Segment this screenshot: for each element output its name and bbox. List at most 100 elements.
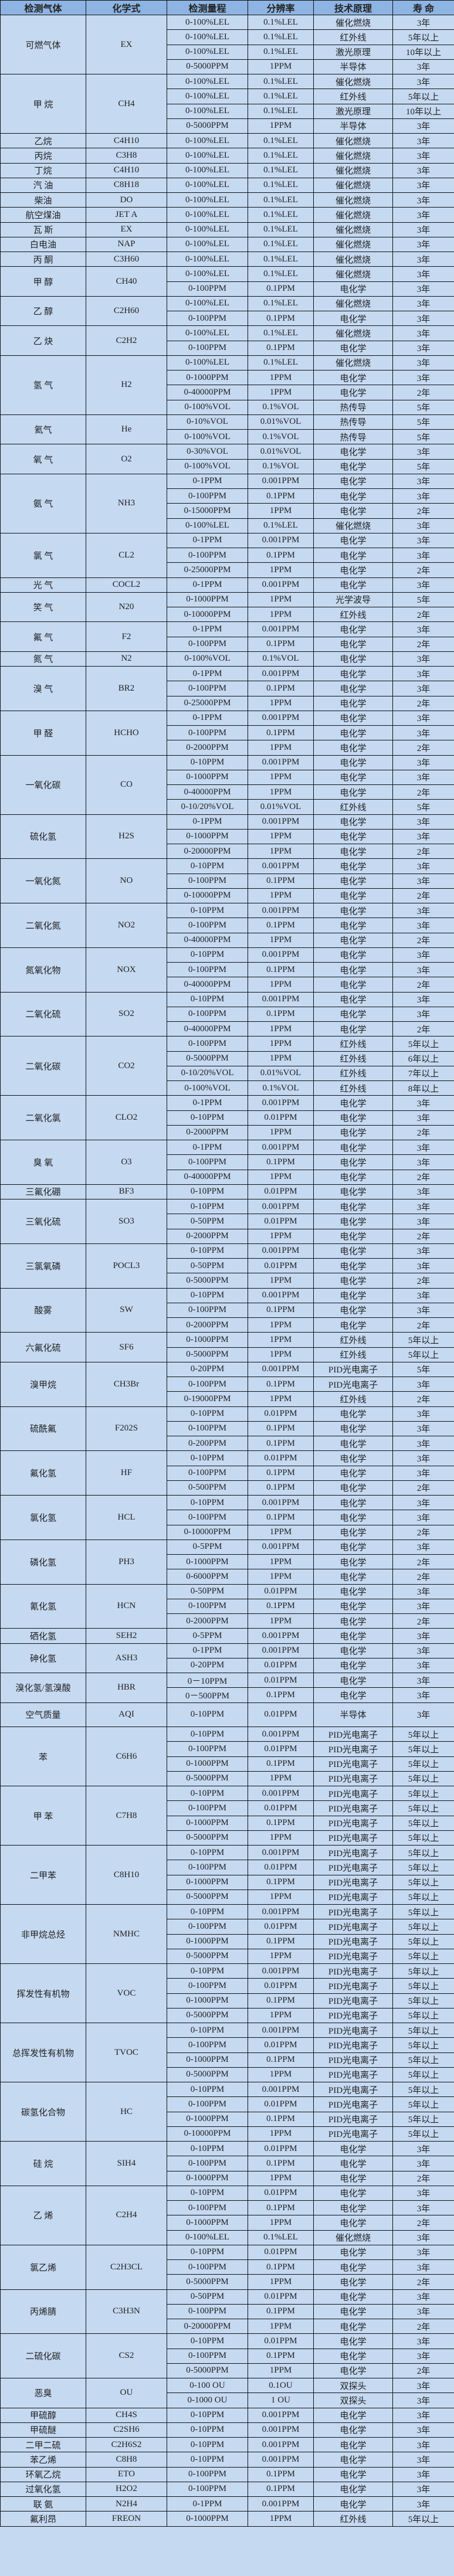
lifetime-cell: 3年 (392, 2436, 454, 2453)
lifetime-cell: 3年 (392, 2259, 454, 2275)
table-row: 0-40000PPM 1PPM 电化学 2年 (1, 977, 454, 993)
lifetime-cell: 5年以上 (392, 1860, 454, 1875)
resolution-cell: 0.1PPM (248, 1480, 314, 1496)
range-cell: 0-100PPM (167, 1860, 248, 1875)
gas-name-cell: 空气质量 (0, 1702, 86, 1727)
resolution-cell: 0.1PPM (248, 1376, 314, 1392)
range-cell: 0-10PPM (167, 902, 248, 919)
table-row: 酸雾 SW 0-10PPM 0.001PPM 电化学 3年 (0, 1287, 454, 1333)
formula-cell: ETO (86, 2466, 167, 2482)
lifetime-cell: 5年以上 (392, 1347, 454, 1362)
gas-name-cell: 苯乙烯 (0, 2452, 86, 2468)
table-row: 非甲烷总烃 NMHC 0-10PPM 0.001PPM PID光电离子 5年以上 (0, 1904, 454, 1964)
technology-cell: 电化学 (313, 2481, 393, 2497)
range-cell: 0-6000PPM (167, 1569, 248, 1585)
range-cell: 0-5000PPM (167, 1830, 248, 1846)
formula-cell: C2H60 (86, 295, 167, 327)
table-row: 溴甲烷 CH3Br 0-20PPM 0.001PPM PID光电离子 5年 (0, 1361, 454, 1407)
table-row: 0-100%VOL 0.1%VOL 热传导 5年 (1, 429, 454, 445)
range-cell: 0-100PPM (167, 873, 248, 889)
table-row: 0-100PPM 0.1PPM 电化学 3年 (1, 725, 454, 741)
resolution-cell: 0.1PPM (248, 961, 314, 978)
technology-cell: 电化学 (313, 1435, 393, 1452)
gas-name-cell: 二氧化碳 (0, 1036, 86, 1096)
table-row: 甲 苯 C7H8 0-10PPM 0.001PPM PID光电离子 5年以上 (0, 1785, 454, 1846)
lifetime-cell: 5年以上 (392, 2007, 454, 2024)
lifetime-cell: 2年 (392, 1569, 454, 1585)
technology-cell: PID光电离子 (313, 1770, 393, 1787)
gas-name-cell: 氟利昂 (0, 2511, 86, 2527)
range-cell: 0-2000PPM (167, 1317, 248, 1333)
range-cell: 0-10/20%VOL (167, 799, 248, 815)
lifetime-cell: 2年 (392, 695, 454, 711)
technology-cell: 电化学 (313, 1613, 393, 1629)
lifetime-cell: 3年 (392, 858, 454, 874)
resolution-cell: 0.001PPM (248, 814, 314, 830)
technology-cell: 电化学 (313, 1494, 393, 1511)
technology-cell: 电化学 (313, 1569, 393, 1585)
range-cell: 0-1PPM (167, 710, 248, 726)
formula-cell: CLO2 (86, 1095, 167, 1140)
table-row: 丙烷 C3H8 0-100%LEL 0.1%LEL 催化燃烧 3年 (0, 148, 454, 164)
lifetime-cell: 5年以上 (392, 2052, 454, 2068)
table-row: 0-100%LEL 0.1%LEL 催化燃烧 3年 (1, 2230, 454, 2245)
range-cell: 0-10PPM (167, 2333, 248, 2349)
range-cell: 0-40000PPM (167, 784, 248, 800)
technology-cell: 电化学 (313, 2348, 393, 2364)
technology-cell: PID光电离子 (313, 1726, 393, 1742)
gas-name-cell: 氦气 (0, 414, 86, 445)
range-cell: 0-1PPM (167, 814, 248, 830)
lifetime-cell: 3年 (392, 281, 454, 297)
resolution-cell: 0.1PPM (248, 917, 314, 933)
technology-cell: 电化学 (313, 1198, 393, 1215)
formula-cell: CO (86, 755, 167, 815)
range-cell: 0-1000PPM (167, 1815, 248, 1831)
formula-cell: HCN (86, 1583, 167, 1629)
technology-cell: 电化学 (313, 281, 393, 297)
range-cell: 0-10PPM (167, 1406, 248, 1422)
table-row: 甲 烷 CH4 0-100%LEL 0.1%LEL 催化燃烧 3年 (0, 73, 454, 134)
lifetime-cell: 3年 (392, 1450, 454, 1466)
resolution-cell: 0.001PPM (248, 2022, 314, 2038)
technology-cell: 电化学 (313, 2407, 393, 2423)
formula-cell: C8H8 (86, 2452, 167, 2468)
table-row: 0-2000PPM 1PPM 电化学 2年 (1, 740, 454, 756)
formula-cell: HBR (86, 1673, 167, 1703)
range-cell: 0-1PPM (167, 665, 248, 682)
formula-cell: C4H10 (86, 162, 167, 178)
table-row: 0-1000PPM 0.1PPM PID光电离子 5年以上 (1, 2111, 454, 2127)
technology-cell: 催化燃烧 (313, 236, 393, 253)
technology-cell: 催化燃烧 (313, 73, 393, 90)
lifetime-cell: 5年以上 (392, 2511, 454, 2527)
technology-cell: 电化学 (313, 695, 393, 711)
formula-cell: C2H6S2 (86, 2436, 167, 2453)
lifetime-cell: 3年 (392, 2333, 454, 2349)
gas-name-cell: 乙 醇 (0, 295, 86, 327)
range-cell: 0-5000PPM (167, 1948, 248, 1965)
technology-cell: 红外线 (313, 799, 393, 815)
lifetime-cell: 3年 (392, 2422, 454, 2438)
range-cell: 0-500PPM (167, 1480, 248, 1496)
technology-cell: 电化学 (313, 1214, 393, 1229)
resolution-cell: 0.1%LEL (248, 325, 314, 341)
resolution-cell: 0.1PPM (248, 281, 314, 297)
lifetime-cell: 5年以上 (392, 1889, 454, 1905)
table-row: 0-5000PPM 1PPM 红外线 6年以上 (1, 1051, 454, 1066)
lifetime-cell: 5年以上 (392, 1741, 454, 1757)
resolution-cell: 1PPM (248, 2126, 314, 2142)
resolution-cell: 0.1PPM (248, 547, 314, 563)
range-cell: 0-10PPM (167, 2022, 248, 2038)
range-cell: 0-100%LEL (167, 14, 248, 30)
table-row: 0-100PPM 0.1PPM 电化学 2年 (1, 636, 454, 652)
gas-name-cell: 氧 气 (0, 444, 86, 474)
table-row: 0-25000PPM 1PPM 电化学 2年 (1, 562, 454, 578)
gas-name-cell: 二氧化硫 (0, 991, 86, 1037)
table-row: 氯 气 CL2 0-1PPM 0.001PPM 电化学 3年 (0, 532, 454, 578)
lifetime-cell: 5年以上 (392, 1948, 454, 1965)
table-row: 二氧化氯 CLO2 0-1PPM 0.001PPM 电化学 3年 (0, 1095, 454, 1140)
gas-name-cell: 氯乙烯 (0, 2244, 86, 2290)
lifetime-cell: 8年以上 (392, 1080, 454, 1096)
technology-cell: PID光电离子 (313, 1948, 393, 1965)
table-row: 0-5000PPM 1PPM 电化学 2年 (1, 1273, 454, 1289)
